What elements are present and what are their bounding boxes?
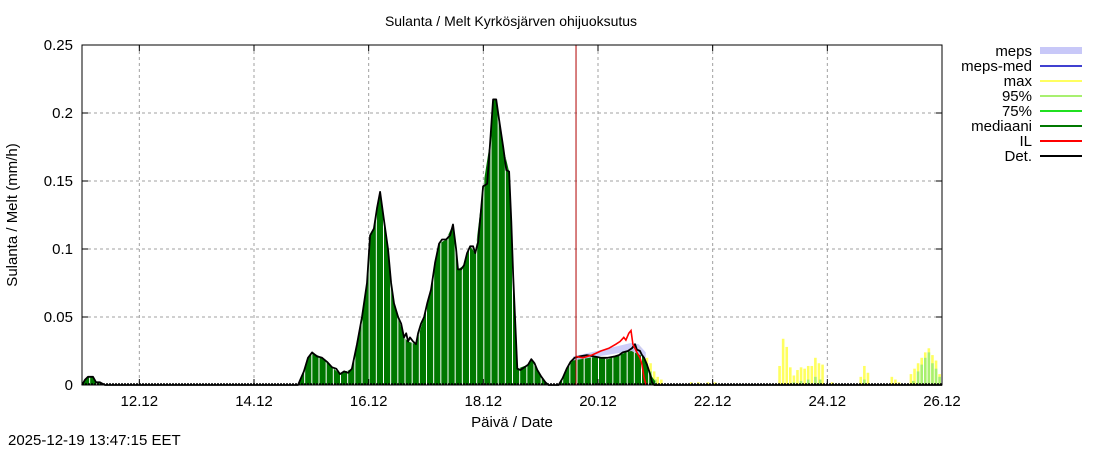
bar-max [859,376,863,385]
y-tick-label: 0 [65,377,73,394]
bar-max [863,365,866,385]
x-tick-label: 14.12 [235,393,273,410]
x-tick-label: 16.12 [350,393,388,410]
bar-max [796,370,799,385]
bar-max [913,368,916,385]
bar-max [817,363,821,385]
bar-95pct [818,379,822,385]
bar-max [656,376,660,385]
bar-max [785,346,789,385]
legend-swatch-meps [1040,47,1082,54]
bar-95pct [806,379,810,385]
bar-max [803,368,806,385]
legend-label: IL [1019,133,1032,150]
legend-label: meps [995,43,1032,60]
bar-max [789,367,792,385]
y-axis-ticks: 0 0.05 0.1 0.15 0.2 0.25 [44,37,942,394]
bar-max [652,371,656,385]
bar-max [909,374,913,385]
bar-max [890,376,894,385]
x-tick-label: 26.12 [923,393,961,410]
y-tick-label: 0.1 [52,241,73,258]
bar-max [799,367,803,385]
legend-label: 95% [1002,88,1032,105]
bar-95pct [934,368,938,385]
bar-max [778,365,781,385]
legend-label: max [1004,73,1033,90]
y-tick-label: 0.2 [52,105,73,122]
bar-max [814,357,817,385]
x-tick-label: 20.12 [579,393,617,410]
legend-label: meps-med [961,58,1032,75]
bar-max [810,365,814,385]
bar-max [806,365,810,385]
bar-max [781,338,785,385]
bar-95pct [814,376,817,385]
legend-label: mediaani [971,118,1032,135]
bar-max [660,379,663,385]
chart-title: Sulanta / Melt Kyrkösjärven ohijuoksutus [385,13,637,29]
x-tick-label: 24.12 [809,393,847,410]
bar-max [894,379,897,385]
legend-label: 75% [1002,103,1032,120]
bar-95pct [920,364,923,385]
generated-timestamp: 2025-12-19 13:47:15 EET [8,432,181,449]
y-tick-label: 0.05 [44,309,73,326]
il-line [575,328,647,386]
bar-95pct [912,380,915,385]
bar-95pct [916,371,920,385]
bar-max [821,364,824,385]
plot-frame [81,44,943,386]
bar-95pct [863,379,866,385]
x-tick-label: 18.12 [465,393,503,410]
legend-label: Det. [1004,148,1032,165]
bar-95pct [927,352,931,385]
x-axis-ticks: 12.12 14.12 16.12 18.12 20.12 22.12 24.12 26.12 [121,45,961,410]
bar-max [792,375,796,385]
bar-max [866,372,870,385]
x-tick-label: 22.12 [694,393,732,410]
data-series [81,45,942,386]
y-tick-label: 0.15 [44,173,73,190]
y-axis-label: Sulanta / Melt (mm/h) [4,143,21,286]
y-tick-label: 0.25 [44,37,73,54]
bar-95pct [931,363,934,385]
bar-95pct [799,380,803,385]
mediaani-stripes [82,99,936,385]
bar-95pct [938,376,941,385]
bar-95pct [923,357,927,385]
x-tick-label: 12.12 [121,393,159,410]
x-axis-label: Päivä / Date [471,414,553,431]
